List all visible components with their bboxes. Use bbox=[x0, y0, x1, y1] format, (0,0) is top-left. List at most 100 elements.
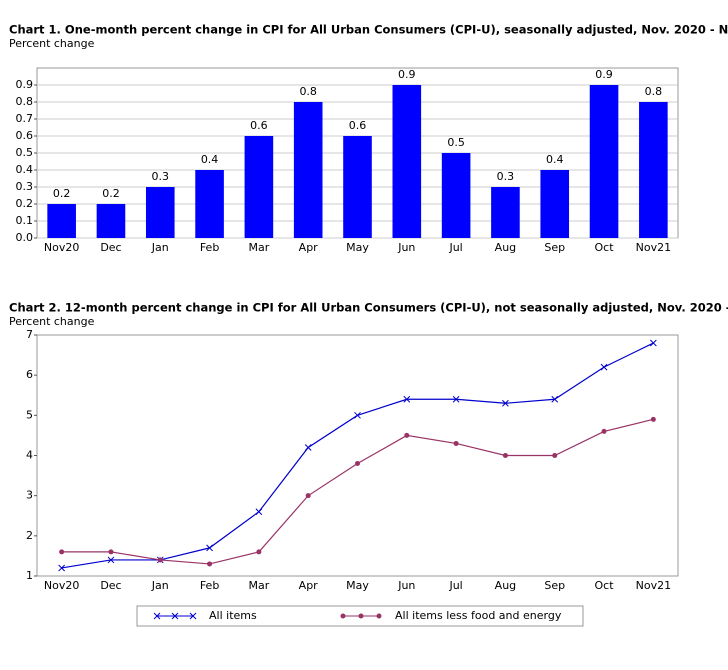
y-tick-label: 0.1 bbox=[16, 214, 34, 227]
x-tick-label: Sep bbox=[544, 579, 565, 592]
x-tick-label: Jan bbox=[151, 241, 169, 254]
y-tick-label: 0.5 bbox=[16, 146, 34, 159]
data-label: 0.3 bbox=[152, 170, 170, 183]
x-tick-label: Mar bbox=[249, 579, 270, 592]
marker bbox=[649, 339, 657, 347]
data-label: 0.6 bbox=[250, 119, 268, 132]
data-label: 0.2 bbox=[102, 187, 120, 200]
data-label: 0.9 bbox=[595, 68, 613, 81]
x-tick-label: Apr bbox=[299, 241, 319, 254]
bar bbox=[244, 136, 274, 238]
data-label: 0.2 bbox=[53, 187, 71, 200]
marker bbox=[453, 440, 459, 446]
bar bbox=[47, 204, 76, 238]
y-tick-label: 5 bbox=[26, 408, 33, 421]
x-tick-label: Feb bbox=[200, 579, 219, 592]
marker bbox=[157, 557, 163, 563]
marker bbox=[256, 549, 262, 555]
marker bbox=[207, 561, 213, 567]
x-tick-label: Sep bbox=[544, 241, 565, 254]
data-label: 0.8 bbox=[645, 85, 663, 98]
data-label: 0.4 bbox=[201, 153, 219, 166]
legend-label: All items bbox=[209, 609, 257, 622]
marker bbox=[551, 395, 559, 403]
bar bbox=[96, 204, 126, 238]
x-tick-label: Jul bbox=[448, 241, 462, 254]
marker bbox=[58, 564, 66, 572]
x-tick-label: May bbox=[346, 241, 369, 254]
marker bbox=[304, 444, 312, 451]
marker bbox=[502, 453, 508, 458]
marker bbox=[552, 453, 558, 458]
bar bbox=[491, 187, 520, 238]
data-label: 0.5 bbox=[447, 136, 465, 149]
marker bbox=[255, 508, 263, 516]
y-tick-label: 0.7 bbox=[16, 112, 34, 125]
marker bbox=[600, 363, 608, 371]
legend-marker bbox=[153, 612, 161, 620]
x-tick-label: Jun bbox=[397, 579, 415, 592]
x-tick-label: May bbox=[346, 579, 369, 592]
x-tick-label: Jun bbox=[397, 241, 415, 254]
bar bbox=[293, 102, 323, 238]
y-tick-label: 6 bbox=[26, 368, 33, 381]
series-line bbox=[61, 418, 654, 565]
marker bbox=[404, 432, 410, 438]
bar bbox=[540, 170, 570, 238]
x-tick-label: Nov21 bbox=[636, 579, 671, 592]
bar bbox=[195, 170, 224, 238]
y-tick-label: 1 bbox=[26, 569, 33, 582]
legend-marker bbox=[376, 613, 382, 619]
legend-marker bbox=[358, 613, 364, 619]
bar bbox=[589, 85, 619, 238]
x-tick-label: Oct bbox=[595, 241, 615, 254]
y-tick-label: 0.4 bbox=[16, 163, 34, 176]
x-tick-label: Jul bbox=[448, 579, 462, 592]
bar bbox=[343, 136, 372, 238]
x-tick-label: Feb bbox=[200, 241, 219, 254]
marker bbox=[355, 461, 360, 467]
chart-title: Chart 2. 12-month percent change in CPI … bbox=[9, 301, 728, 315]
marker bbox=[206, 544, 213, 552]
data-label: 0.8 bbox=[299, 85, 317, 98]
y-tick-label: 0.6 bbox=[16, 129, 34, 142]
x-tick-label: Jan bbox=[151, 579, 169, 592]
data-label: 0.3 bbox=[497, 170, 515, 183]
data-label: 0.4 bbox=[546, 153, 564, 166]
y-axis-label: Percent change bbox=[9, 37, 95, 50]
legend-box bbox=[136, 605, 584, 627]
x-tick-label: Aug bbox=[495, 241, 516, 254]
x-tick-label: Aug bbox=[495, 579, 516, 592]
marker bbox=[305, 493, 311, 499]
y-tick-label: 2 bbox=[26, 529, 33, 542]
series-line bbox=[61, 342, 654, 569]
x-tick-label: Nov21 bbox=[636, 241, 671, 254]
y-tick-label: 0.2 bbox=[16, 197, 34, 210]
plot-area bbox=[36, 334, 679, 577]
marker bbox=[601, 428, 607, 434]
data-label: 0.6 bbox=[349, 119, 367, 132]
y-tick-label: 0.3 bbox=[16, 180, 34, 193]
bar bbox=[441, 153, 471, 238]
legend-marker bbox=[340, 613, 346, 619]
x-tick-label: Nov20 bbox=[44, 579, 79, 592]
x-tick-label: Nov20 bbox=[44, 241, 79, 254]
x-tick-label: Mar bbox=[249, 241, 270, 254]
marker bbox=[354, 411, 361, 419]
marker bbox=[650, 416, 656, 422]
y-tick-label: 0.8 bbox=[16, 95, 34, 108]
bar bbox=[639, 102, 668, 238]
marker bbox=[403, 395, 411, 403]
y-tick-label: 3 bbox=[26, 489, 33, 502]
legend-label: All items less food and energy bbox=[395, 609, 562, 622]
x-tick-label: Dec bbox=[100, 241, 121, 254]
y-tick-label: 4 bbox=[26, 449, 33, 462]
chart-title: Chart 1. One-month percent change in CPI… bbox=[9, 23, 728, 37]
y-axis-label: Percent change bbox=[9, 315, 95, 328]
bar bbox=[145, 187, 175, 238]
bar bbox=[392, 85, 422, 238]
marker bbox=[108, 549, 114, 555]
marker bbox=[107, 556, 115, 564]
x-tick-label: Dec bbox=[100, 579, 121, 592]
